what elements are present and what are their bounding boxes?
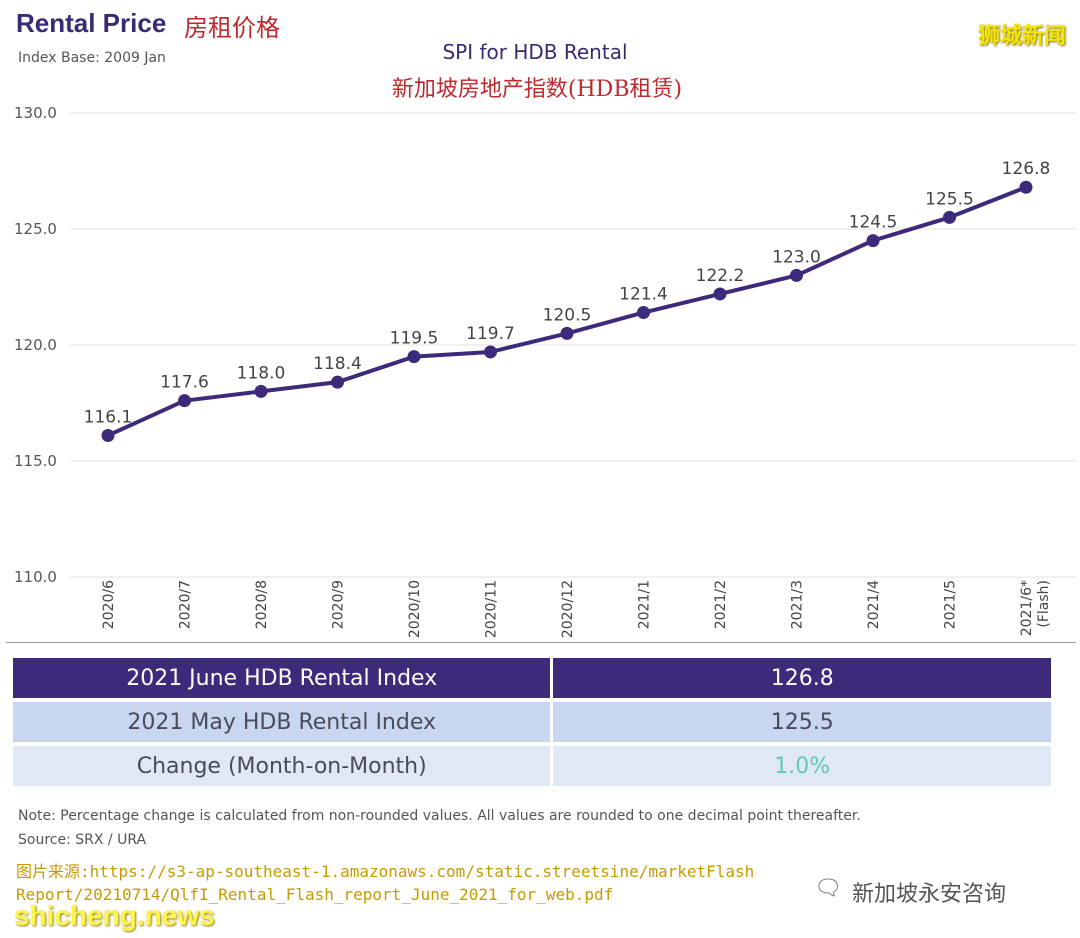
table-row: 2021 June HDB Rental Index 126.8 — [13, 658, 1051, 698]
x-tick-label: 2020/7 — [178, 580, 194, 629]
data-point — [1019, 180, 1033, 194]
data-label: 122.2 — [696, 266, 745, 286]
image-source-link[interactable]: 图片来源:https://s3-ap-southeast-1.amazonaws… — [16, 860, 796, 906]
data-point — [101, 428, 115, 442]
y-axis-ticks: 130.0 125.0 120.0 115.0 110.0 — [14, 104, 57, 586]
divider — [6, 642, 1076, 643]
x-axis-ticks: 2020/6 2020/7 2020/8 2020/9 2020/10 2020/11 20… — [101, 580, 1052, 638]
grid-lines — [70, 112, 1076, 578]
y-tick-label: 115.0 — [14, 452, 57, 470]
table-cell-value: 126.8 — [553, 658, 1051, 698]
x-tick-note: (Flash) — [1036, 580, 1052, 628]
wechat-icon: 🗨 — [814, 876, 842, 901]
data-label: 126.8 — [1002, 159, 1051, 179]
image-source-line: 图片来源:https://s3-ap-southeast-1.amazonaws… — [16, 862, 755, 881]
table-cell-label: Change (Month-on-Month) — [13, 746, 551, 786]
x-tick-label: 2021/3 — [790, 580, 806, 629]
data-point — [484, 345, 497, 359]
y-tick-label: 130.0 — [14, 104, 57, 122]
source-note: Source: SRX / URA — [18, 832, 147, 848]
table-row: Change (Month-on-Month) 1.0% — [13, 746, 1051, 786]
y-tick-label: 120.0 — [14, 336, 57, 354]
summary-table: 2021 June HDB Rental Index 126.8 2021 Ma… — [10, 654, 1054, 790]
data-point — [637, 306, 650, 320]
data-label: 125.5 — [925, 189, 974, 209]
data-labels: 116.1 117.6 118.0 118.4 119.5 119.7 120.5 121.4… — [84, 159, 1051, 427]
x-tick-label: 2020/6 — [101, 580, 117, 629]
chart-subtitle: 新加坡房地产指数(HDB租赁) — [392, 77, 682, 102]
table-cell-label: 2021 June HDB Rental Index — [13, 658, 551, 698]
data-point — [790, 268, 803, 282]
series-points — [101, 180, 1033, 442]
data-label: 124.5 — [849, 213, 898, 233]
data-point — [866, 234, 880, 248]
data-label: 121.4 — [619, 285, 668, 305]
x-tick-label: 2021/4 — [866, 580, 882, 629]
data-label: 118.0 — [237, 363, 286, 383]
data-label: 120.5 — [543, 305, 592, 325]
x-tick-label: 2021/5 — [943, 580, 959, 629]
chart-header-title-cn: 房租价格 — [184, 14, 280, 42]
top-watermark: 狮城新闻 — [977, 24, 1066, 49]
x-tick-label: 2020/12 — [560, 580, 576, 638]
image-source-line: Report/20210714/QlfI_Rental_Flash_report… — [16, 885, 614, 904]
data-label: 119.7 — [466, 324, 515, 344]
x-tick-label: 2021/1 — [637, 580, 653, 629]
data-label: 116.1 — [84, 407, 133, 427]
data-point — [331, 375, 344, 389]
site-watermark: shicheng.news — [14, 900, 215, 931]
data-point — [560, 326, 574, 340]
table-cell-value: 125.5 — [553, 702, 1051, 742]
data-label: 117.6 — [160, 373, 209, 393]
line-chart: SPI for HDB Rental 新加坡房地产指数(HDB租赁) 130.0… — [14, 40, 1076, 638]
x-tick-label: 2020/8 — [254, 580, 270, 629]
x-tick-label: 2020/9 — [331, 580, 347, 629]
chart-title: SPI for HDB Rental — [442, 40, 627, 64]
chart-header-title: Rental Price — [16, 8, 167, 38]
data-label: 119.5 — [390, 329, 439, 349]
data-point — [713, 287, 727, 301]
data-point — [178, 394, 191, 408]
x-tick-label: 2021/2 — [713, 580, 729, 629]
data-label: 123.0 — [772, 247, 821, 267]
x-tick-label: 2020/10 — [407, 580, 423, 638]
x-tick-label: 2020/11 — [484, 580, 500, 638]
data-point — [407, 350, 421, 364]
data-point — [943, 210, 956, 224]
x-tick-label: 2021/6* — [1019, 580, 1035, 636]
data-point — [254, 384, 268, 398]
footnote: Note: Percentage change is calculated fr… — [18, 808, 861, 824]
wechat-account-name: 新加坡永安咨询 — [852, 882, 1007, 907]
y-tick-label: 110.0 — [14, 568, 57, 586]
index-base-note: Index Base: 2009 Jan — [18, 50, 166, 66]
table-cell-change: 1.0% — [553, 746, 1051, 786]
table-cell-label: 2021 May HDB Rental Index — [13, 702, 551, 742]
y-tick-label: 125.0 — [14, 220, 57, 238]
data-label: 118.4 — [313, 354, 362, 374]
table-row: 2021 May HDB Rental Index 125.5 — [13, 702, 1051, 742]
